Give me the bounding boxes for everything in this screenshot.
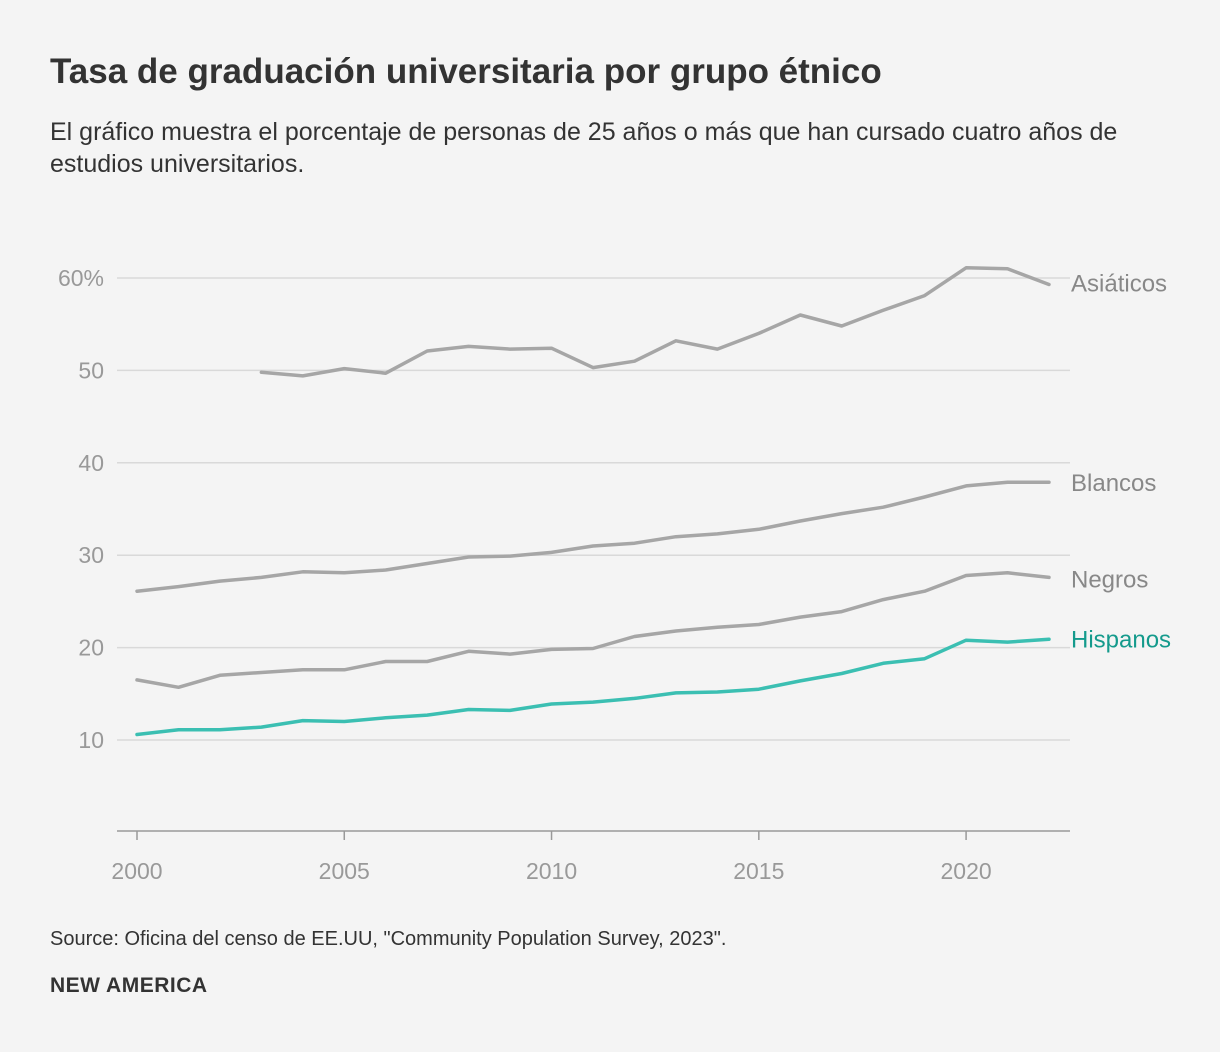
series-line-hispanos [135,637,1051,737]
x-tick-label: 2010 [526,858,577,884]
x-tick-label: 2000 [111,858,162,884]
y-tick-label: 30 [78,542,104,568]
x-tick-label: 2020 [941,858,992,884]
series-label: Asiáticos [1071,270,1167,297]
series-line-asiaticos [259,266,1051,378]
y-tick-label: 40 [78,450,104,476]
y-tick-label: 60% [58,265,104,291]
source-note: Source: Oficina del censo de EE.UU, "Com… [50,928,727,950]
series-line-blancos [135,480,1051,593]
series-labels: Asiáticos Blancos Negros Hispanos [1071,270,1171,653]
series-label: Negros [1071,566,1148,593]
x-tick-label: 2015 [733,858,784,884]
axes: 10 20 30 40 50 60% 2000 2005 2010 2015 2020 [58,265,1070,884]
brand-logo: NEW AMERICA [50,974,208,997]
chart-title: Tasa de graduación universitaria por gru… [50,52,882,91]
series-lines [135,266,1051,737]
gridlines [117,277,1070,741]
y-tick-label: 10 [78,727,104,753]
chart-subtitle: El gráfico muestra el porcentaje de pers… [50,118,1118,178]
x-tick-label: 2005 [319,858,370,884]
series-line-negros [135,571,1051,690]
series-label: Hispanos [1071,626,1171,653]
y-tick-label: 20 [78,635,104,661]
series-label: Blancos [1071,470,1156,497]
y-tick-label: 50 [78,357,104,383]
